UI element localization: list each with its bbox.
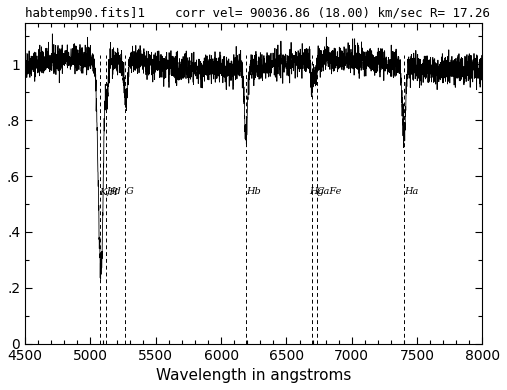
Text: Hd: Hd [106,187,121,196]
Text: K,H: K,H [99,187,118,196]
Text: habtemp90.fits]1    corr vel= 90036.86 (18.00) km/sec R= 17.26: habtemp90.fits]1 corr vel= 90036.86 (18.… [25,7,490,20]
Text: Ha: Ha [405,187,419,196]
Text: G: G [126,187,133,196]
Text: CaFe: CaFe [317,187,342,196]
X-axis label: Wavelength in angstroms: Wavelength in angstroms [156,368,351,383]
Text: Hg: Hg [309,187,324,196]
Text: Hb: Hb [246,187,261,196]
